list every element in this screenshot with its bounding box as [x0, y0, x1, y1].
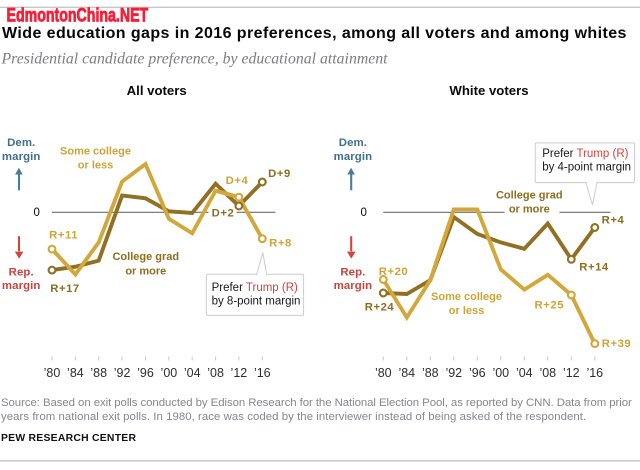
svg-text:Rep.: Rep.	[340, 267, 365, 279]
svg-text:Source: Based on exit polls co: Source: Based on exit polls conducted by…	[1, 397, 632, 409]
svg-text:by 8-point margin: by 8-point margin	[212, 296, 301, 308]
svg-text:R+17: R+17	[50, 283, 80, 295]
svg-text:’92: ’92	[114, 366, 131, 380]
svg-text:Some college: Some college	[60, 146, 131, 158]
svg-text:R+14: R+14	[579, 261, 609, 273]
svg-text:’80: ’80	[375, 366, 392, 380]
svg-text:’92: ’92	[445, 366, 462, 380]
svg-text:or less: or less	[449, 305, 484, 317]
svg-text:’16: ’16	[586, 366, 603, 380]
svg-text:Presidential candidate prefere: Presidential candidate preference, by ed…	[1, 51, 389, 68]
svg-text:’96: ’96	[469, 366, 486, 380]
svg-text:’12: ’12	[563, 366, 580, 380]
svg-text:or more: or more	[125, 266, 166, 278]
svg-text:Prefer Trump (R): Prefer Trump (R)	[212, 282, 298, 294]
svg-text:PEW RESEARCH CENTER: PEW RESEARCH CENTER	[1, 433, 136, 444]
svg-text:margin: margin	[334, 280, 373, 292]
svg-text:R+11: R+11	[49, 230, 78, 242]
svg-text:’04: ’04	[516, 366, 533, 380]
svg-text:margin: margin	[2, 151, 41, 163]
svg-text:margin: margin	[334, 151, 373, 163]
svg-text:D+4: D+4	[226, 175, 249, 187]
svg-text:EdmontonChina.NET: EdmontonChina.NET	[7, 5, 149, 27]
svg-text:R+20: R+20	[379, 266, 409, 278]
svg-text:’00: ’00	[492, 366, 509, 380]
svg-text:Dem.: Dem.	[7, 137, 35, 149]
svg-text:R+8: R+8	[269, 237, 292, 249]
svg-text:’12: ’12	[231, 366, 248, 380]
svg-text:’96: ’96	[137, 366, 154, 380]
svg-text:’84: ’84	[67, 366, 84, 380]
svg-text:by 4-point margin: by 4-point margin	[542, 162, 631, 174]
svg-text:margin: margin	[2, 280, 41, 292]
svg-text:College grad: College grad	[496, 190, 563, 202]
svg-text:R+39: R+39	[602, 338, 632, 350]
svg-text:D+9: D+9	[268, 168, 291, 180]
svg-text:’00: ’00	[161, 366, 178, 380]
svg-text:’84: ’84	[398, 366, 415, 380]
svg-text:0: 0	[360, 207, 366, 219]
svg-text:’08: ’08	[539, 366, 556, 380]
svg-text:White voters: White voters	[449, 83, 528, 98]
svg-text:’16: ’16	[254, 366, 271, 380]
svg-text:’80: ’80	[44, 366, 61, 380]
svg-text:D+2: D+2	[212, 207, 235, 219]
svg-text:0: 0	[33, 207, 39, 219]
svg-text:’88: ’88	[90, 366, 107, 380]
svg-text:R+24: R+24	[365, 302, 395, 314]
svg-text:Rep.: Rep.	[9, 267, 34, 279]
svg-text:College grad: College grad	[112, 251, 179, 263]
svg-text:R+25: R+25	[535, 300, 565, 312]
svg-text:Some college: Some college	[431, 291, 502, 303]
svg-text:’08: ’08	[207, 366, 224, 380]
svg-text:Prefer Trump (R): Prefer Trump (R)	[542, 148, 628, 160]
svg-text:’88: ’88	[422, 366, 439, 380]
svg-text:All voters: All voters	[127, 83, 187, 98]
svg-text:or less: or less	[78, 160, 113, 172]
svg-text:Wide education gaps in 2016 pr: Wide education gaps in 2016 preferences,…	[2, 25, 627, 42]
svg-text:Dem.: Dem.	[339, 137, 367, 149]
svg-text:or more: or more	[509, 204, 550, 216]
svg-text:’04: ’04	[184, 366, 201, 380]
svg-text:years from national exit polls: years from national exit polls. In 1980,…	[1, 411, 586, 423]
svg-text:R+4: R+4	[602, 214, 625, 226]
